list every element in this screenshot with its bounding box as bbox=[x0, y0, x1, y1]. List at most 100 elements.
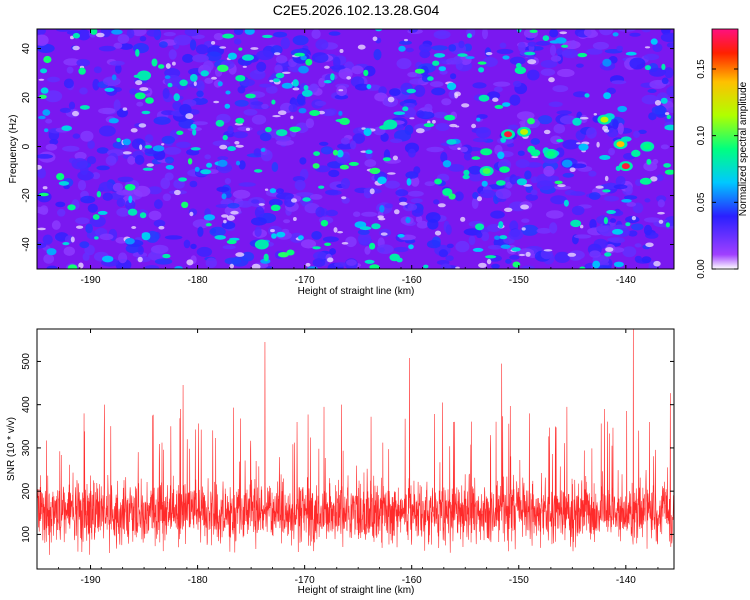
heatmap-cell bbox=[272, 115, 281, 118]
heatmap-cell bbox=[643, 161, 658, 172]
heatmap-cell bbox=[366, 84, 372, 90]
heatmap-cell bbox=[595, 185, 604, 189]
heatmap-peak bbox=[520, 128, 529, 135]
heatmap-cell bbox=[206, 51, 222, 62]
heatmap-cell bbox=[405, 47, 414, 53]
heatmap-cell bbox=[395, 189, 409, 197]
heatmap-cell bbox=[364, 246, 371, 255]
heatmap-cell bbox=[163, 31, 176, 37]
heatmap-cell bbox=[333, 227, 338, 233]
heatmap-cell bbox=[263, 253, 269, 262]
heatmap-cell bbox=[408, 148, 416, 158]
heatmap-cell bbox=[525, 193, 538, 201]
heatmap-cell bbox=[476, 231, 483, 239]
heatmap-cell bbox=[55, 201, 66, 208]
heatmap-cell bbox=[302, 197, 311, 202]
heatmap-cell bbox=[132, 251, 148, 258]
heatmap-cell bbox=[190, 147, 201, 151]
x-tick-label: -190 bbox=[81, 275, 101, 286]
heatmap-cell bbox=[245, 93, 256, 99]
heatmap-cell bbox=[225, 90, 231, 95]
heatmap-cell bbox=[301, 89, 313, 97]
heatmap-cell bbox=[372, 36, 378, 42]
heatmap-cell bbox=[181, 201, 189, 208]
heatmap-cell bbox=[38, 78, 45, 81]
heatmap-cell bbox=[238, 160, 246, 170]
heatmap-cell bbox=[486, 258, 492, 265]
heatmap-cell bbox=[633, 130, 640, 138]
heatmap-cell bbox=[629, 32, 641, 37]
heatmap-cell bbox=[37, 29, 46, 35]
heatmap-cell bbox=[205, 257, 217, 269]
heatmap-cell bbox=[116, 207, 131, 217]
heatmap-cell bbox=[520, 204, 529, 210]
colorbar: 0.00 0.05 0.10 0.15 Normalized spectral amp… bbox=[696, 28, 749, 279]
heatmap-cell bbox=[540, 249, 553, 260]
heatmap-cell bbox=[124, 184, 136, 191]
heatmap-cell bbox=[78, 67, 86, 75]
heatmap-cell bbox=[407, 190, 424, 197]
heatmap-cell bbox=[145, 97, 154, 104]
heatmap-cell bbox=[390, 138, 403, 144]
heatmap-cell bbox=[250, 47, 259, 50]
heatmap-cell bbox=[322, 236, 339, 243]
heatmap-cell bbox=[373, 49, 382, 61]
heatmap-cell bbox=[457, 53, 468, 57]
heatmap-cell bbox=[244, 29, 255, 35]
heatmap-cell bbox=[408, 29, 418, 33]
heatmap-cell bbox=[313, 251, 328, 261]
heatmap-cell bbox=[295, 192, 314, 197]
heatmap-cell bbox=[235, 75, 246, 82]
heatmap-cell bbox=[109, 60, 125, 66]
heatmap-cell bbox=[237, 126, 253, 132]
heatmap-cell bbox=[527, 117, 535, 125]
heatmap-cell bbox=[530, 189, 538, 196]
heatmap-cell bbox=[63, 184, 70, 190]
heatmap-cell bbox=[651, 105, 667, 115]
heatmap-cell bbox=[315, 39, 329, 50]
heatmap-cell bbox=[426, 240, 441, 249]
heatmap-peak bbox=[504, 131, 513, 138]
heatmap-cell bbox=[521, 218, 530, 223]
heatmap-cell bbox=[664, 112, 670, 116]
heatmap-cell bbox=[561, 48, 579, 59]
heatmap-cell bbox=[311, 29, 321, 39]
heatmap-cell bbox=[269, 79, 274, 83]
heatmap-cell bbox=[336, 149, 344, 158]
heatmap-cell bbox=[190, 123, 197, 130]
heatmap-cell bbox=[665, 222, 671, 228]
heatmap-cell bbox=[151, 58, 158, 67]
heatmap-cell bbox=[57, 208, 66, 217]
heatmap-cell bbox=[508, 229, 524, 240]
heatmap-cell bbox=[71, 158, 88, 170]
heatmap-cell bbox=[117, 176, 134, 183]
heatmap-cell bbox=[183, 239, 191, 249]
heatmap-cell bbox=[387, 96, 395, 103]
heatmap-cell bbox=[290, 115, 294, 120]
heatmap-cell bbox=[227, 202, 240, 209]
heatmap-cell bbox=[554, 251, 571, 263]
heatmap-cell bbox=[311, 231, 322, 240]
heatmap-cell bbox=[363, 69, 369, 77]
heatmap-cell bbox=[480, 189, 496, 199]
heatmap-cell bbox=[478, 67, 485, 73]
heatmap-cell bbox=[570, 40, 577, 49]
heatmap-cell bbox=[256, 50, 274, 61]
y-tick-label: -20 bbox=[21, 188, 32, 203]
heatmap-cell bbox=[268, 198, 283, 207]
heatmap-cell bbox=[78, 262, 84, 269]
heatmap-cell bbox=[195, 44, 209, 55]
heatmap-cell bbox=[634, 255, 643, 263]
heatmap-cell bbox=[569, 255, 582, 261]
heatmap-cell bbox=[92, 214, 100, 220]
heatmap-cell bbox=[423, 264, 429, 269]
heatmap-cell bbox=[612, 32, 619, 37]
heatmap-cell bbox=[277, 110, 287, 115]
heatmap-cell bbox=[611, 80, 627, 85]
heatmap-cell bbox=[363, 128, 372, 137]
heatmap-cell bbox=[235, 117, 245, 124]
heatmap-cell bbox=[192, 129, 197, 136]
heatmap-cell bbox=[666, 42, 674, 48]
heatmap-cell bbox=[311, 52, 329, 63]
heatmap-cell bbox=[262, 34, 273, 39]
